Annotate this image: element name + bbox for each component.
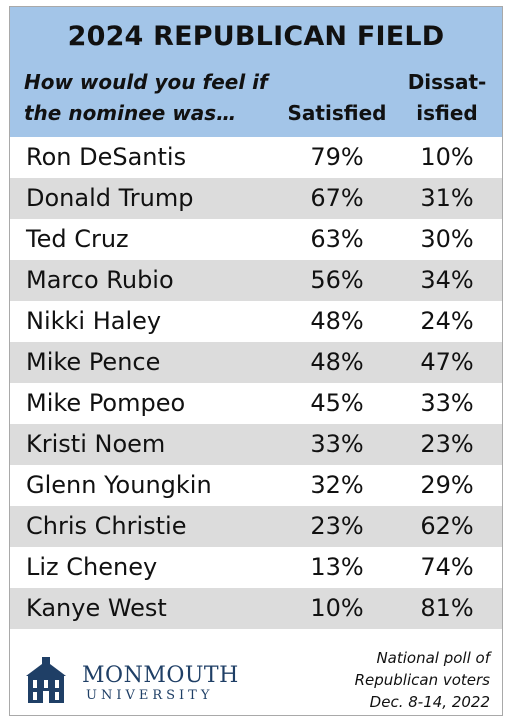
table-row: Mike Pence 48% 47% [10,342,502,383]
table-row: Kanye West 10% 81% [10,588,502,629]
satisfied-value: 48% [310,307,364,335]
poll-table: 2024 REPUBLICAN FIELD How would you feel… [9,6,503,716]
table-row: Marco Rubio 56% 34% [10,260,502,301]
table-title: 2024 REPUBLICAN FIELD [67,21,445,52]
question-label: How would you feel if the nominee was… [24,70,268,125]
candidate-name: Ron DeSantis [26,143,187,171]
table-header: 2024 REPUBLICAN FIELD How would you feel… [10,7,502,137]
candidate-name: Mike Pence [26,348,161,376]
satisfied-value: 63% [310,225,364,253]
note-line: National poll of [376,649,490,667]
candidate-name: Donald Trump [26,184,194,212]
table-row: Ted Cruz 63% 30% [10,219,502,260]
dissatisfied-value: 31% [420,184,474,212]
candidate-name: Marco Rubio [26,266,174,294]
table-row: Donald Trump 67% 31% [10,178,502,219]
table-row: Kristi Noem 33% 23% [10,424,502,465]
poll-source-note: National poll of Republican voters Dec. … [290,647,490,713]
candidate-name: Mike Pompeo [26,389,186,417]
dissatisfied-value: 30% [420,225,474,253]
candidate-name: Liz Cheney [26,553,158,581]
table-row: Mike Pompeo 45% 33% [10,383,502,424]
dissatisfied-value: 81% [420,594,474,622]
dissatisfied-value: 34% [420,266,474,294]
table-row: Chris Christie 23% 62% [10,506,502,547]
satisfied-value: 67% [310,184,364,212]
monmouth-logo: MONMOUTH UNIVERSITY [24,657,238,705]
column-header-dissatisfied: Dissat- isfied [407,70,487,125]
satisfied-value: 56% [310,266,364,294]
candidate-name: Kanye West [26,594,167,622]
satisfied-value: 23% [310,512,364,540]
dissatisfied-value: 47% [420,348,474,376]
building-icon [26,657,66,703]
satisfied-value: 13% [310,553,364,581]
satisfied-value: 48% [310,348,364,376]
satisfied-value: 45% [310,389,364,417]
table-row: Liz Cheney 13% 74% [10,547,502,588]
logo-wordmark: MONMOUTH [82,663,239,688]
dissatisfied-value: 29% [420,471,474,499]
satisfied-value: 33% [310,430,364,458]
candidate-name: Glenn Youngkin [26,471,212,499]
dissatisfied-value: 23% [420,430,474,458]
satisfied-value: 79% [310,143,364,171]
table-body: Ron DeSantis 79% 10% Donald Trump 67% 31% Ted … [10,137,502,629]
candidate-name: Ted Cruz [26,225,129,253]
note-line: Republican voters [354,671,490,689]
dissatisfied-value: 74% [420,553,474,581]
candidate-name: Chris Christie [26,512,187,540]
table-row: Nikki Haley 48% 24% [10,301,502,342]
dissatisfied-value: 10% [420,143,474,171]
column-header-satisfied: Satisfied [287,101,387,125]
table-row: Ron DeSantis 79% 10% [10,137,502,178]
dissatisfied-value: 62% [420,512,474,540]
satisfied-value: 32% [310,471,364,499]
note-line: Dec. 8-14, 2022 [369,693,490,711]
satisfied-value: 10% [310,594,364,622]
candidate-name: Nikki Haley [26,307,162,335]
table-row: Glenn Youngkin 32% 29% [10,465,502,506]
candidate-name: Kristi Noem [26,430,166,458]
dissatisfied-value: 24% [420,307,474,335]
logo-subtitle: UNIVERSITY [86,688,214,703]
dissatisfied-value: 33% [420,389,474,417]
